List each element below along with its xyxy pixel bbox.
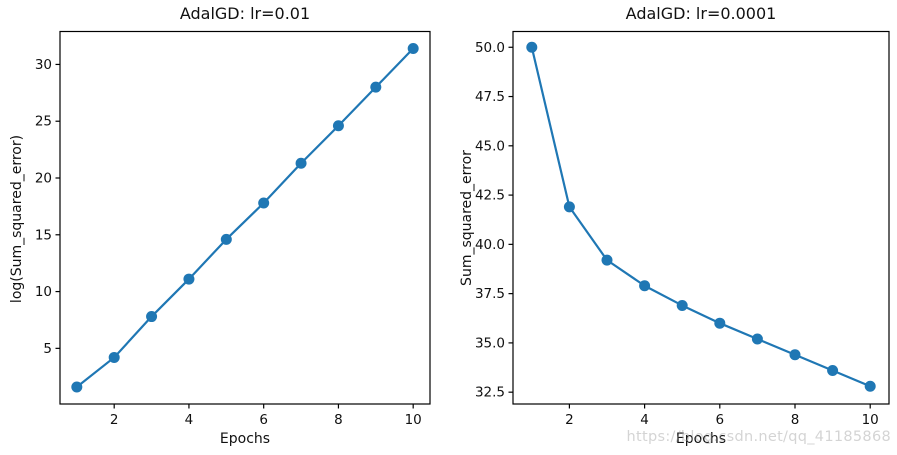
y-tick-label: 15 [35, 227, 52, 243]
x-tick-label: 8 [334, 412, 343, 428]
data-point-marker [563, 201, 575, 213]
y-axis-label-right: Sum_squared_error [459, 150, 475, 286]
y-tick-label: 47.5 [475, 89, 505, 105]
x-tick-label: 4 [640, 412, 649, 428]
x-tick-label: 8 [791, 412, 800, 428]
watermark-text: https://blog.csdn.net/qq_41185868 [626, 429, 891, 445]
data-point-marker [71, 381, 83, 393]
y-tick-label: 40.0 [475, 237, 505, 253]
data-point-marker [220, 233, 232, 245]
series-line [75, 47, 415, 389]
y-tick-label: 20 [35, 171, 52, 187]
subplot-right: 2 4 6 8 10 32.5 35.0 37.5 40.0 42.5 45.0 47.5 50.0 [475, 30, 890, 428]
data-point-marker [714, 317, 726, 329]
data-point-marker [370, 81, 382, 93]
series-line [530, 46, 872, 388]
data-point-marker [146, 311, 158, 323]
subplot-left: 2 4 6 8 10 5 10 15 20 25 30 [35, 30, 431, 428]
data-point-marker [639, 280, 651, 292]
chart-title-right: AdalGD: lr=0.0001 [625, 4, 777, 23]
x-tick-label: 6 [716, 412, 725, 428]
y-tick-label: 35.0 [475, 335, 505, 351]
chart-title-left: AdalGD: lr=0.01 [179, 4, 311, 23]
data-point-marker [751, 333, 763, 345]
x-tick-label: 4 [185, 412, 194, 428]
axes-frame [512, 30, 890, 405]
x-tick-label: 10 [862, 412, 879, 428]
data-point-marker [864, 380, 876, 392]
x-axis-label-left: Epochs [219, 431, 271, 447]
y-tick-label: 30 [35, 57, 52, 73]
data-point-marker [827, 364, 839, 376]
y-tick-label: 50.0 [475, 40, 505, 56]
y-tick-label: 5 [43, 341, 52, 357]
data-point-marker [789, 349, 801, 361]
y-tick-label: 37.5 [475, 286, 505, 302]
y-tick-label: 32.5 [475, 385, 505, 401]
y-tick-label: 45.0 [475, 138, 505, 154]
y-tick-label: 10 [35, 284, 52, 300]
data-point-marker [601, 254, 613, 266]
data-point-marker [295, 157, 307, 169]
x-axis-label-right: Epochs [675, 431, 727, 447]
y-tick-label: 25 [35, 114, 52, 130]
axes-frame [59, 30, 431, 405]
x-tick-label: 6 [259, 412, 268, 428]
data-point-marker [526, 41, 538, 53]
data-point-marker [676, 299, 688, 311]
data-point-marker [407, 43, 419, 55]
data-point-marker [183, 273, 195, 285]
data-point-marker [258, 197, 270, 209]
x-tick-label: 10 [405, 412, 422, 428]
x-tick-label: 2 [565, 412, 574, 428]
data-point-marker [332, 120, 344, 132]
y-axis-label-left: log(Sum_squared_error) [9, 134, 25, 304]
x-tick-label: 2 [110, 412, 119, 428]
y-tick-label: 42.5 [475, 188, 505, 204]
data-point-marker [108, 351, 120, 363]
